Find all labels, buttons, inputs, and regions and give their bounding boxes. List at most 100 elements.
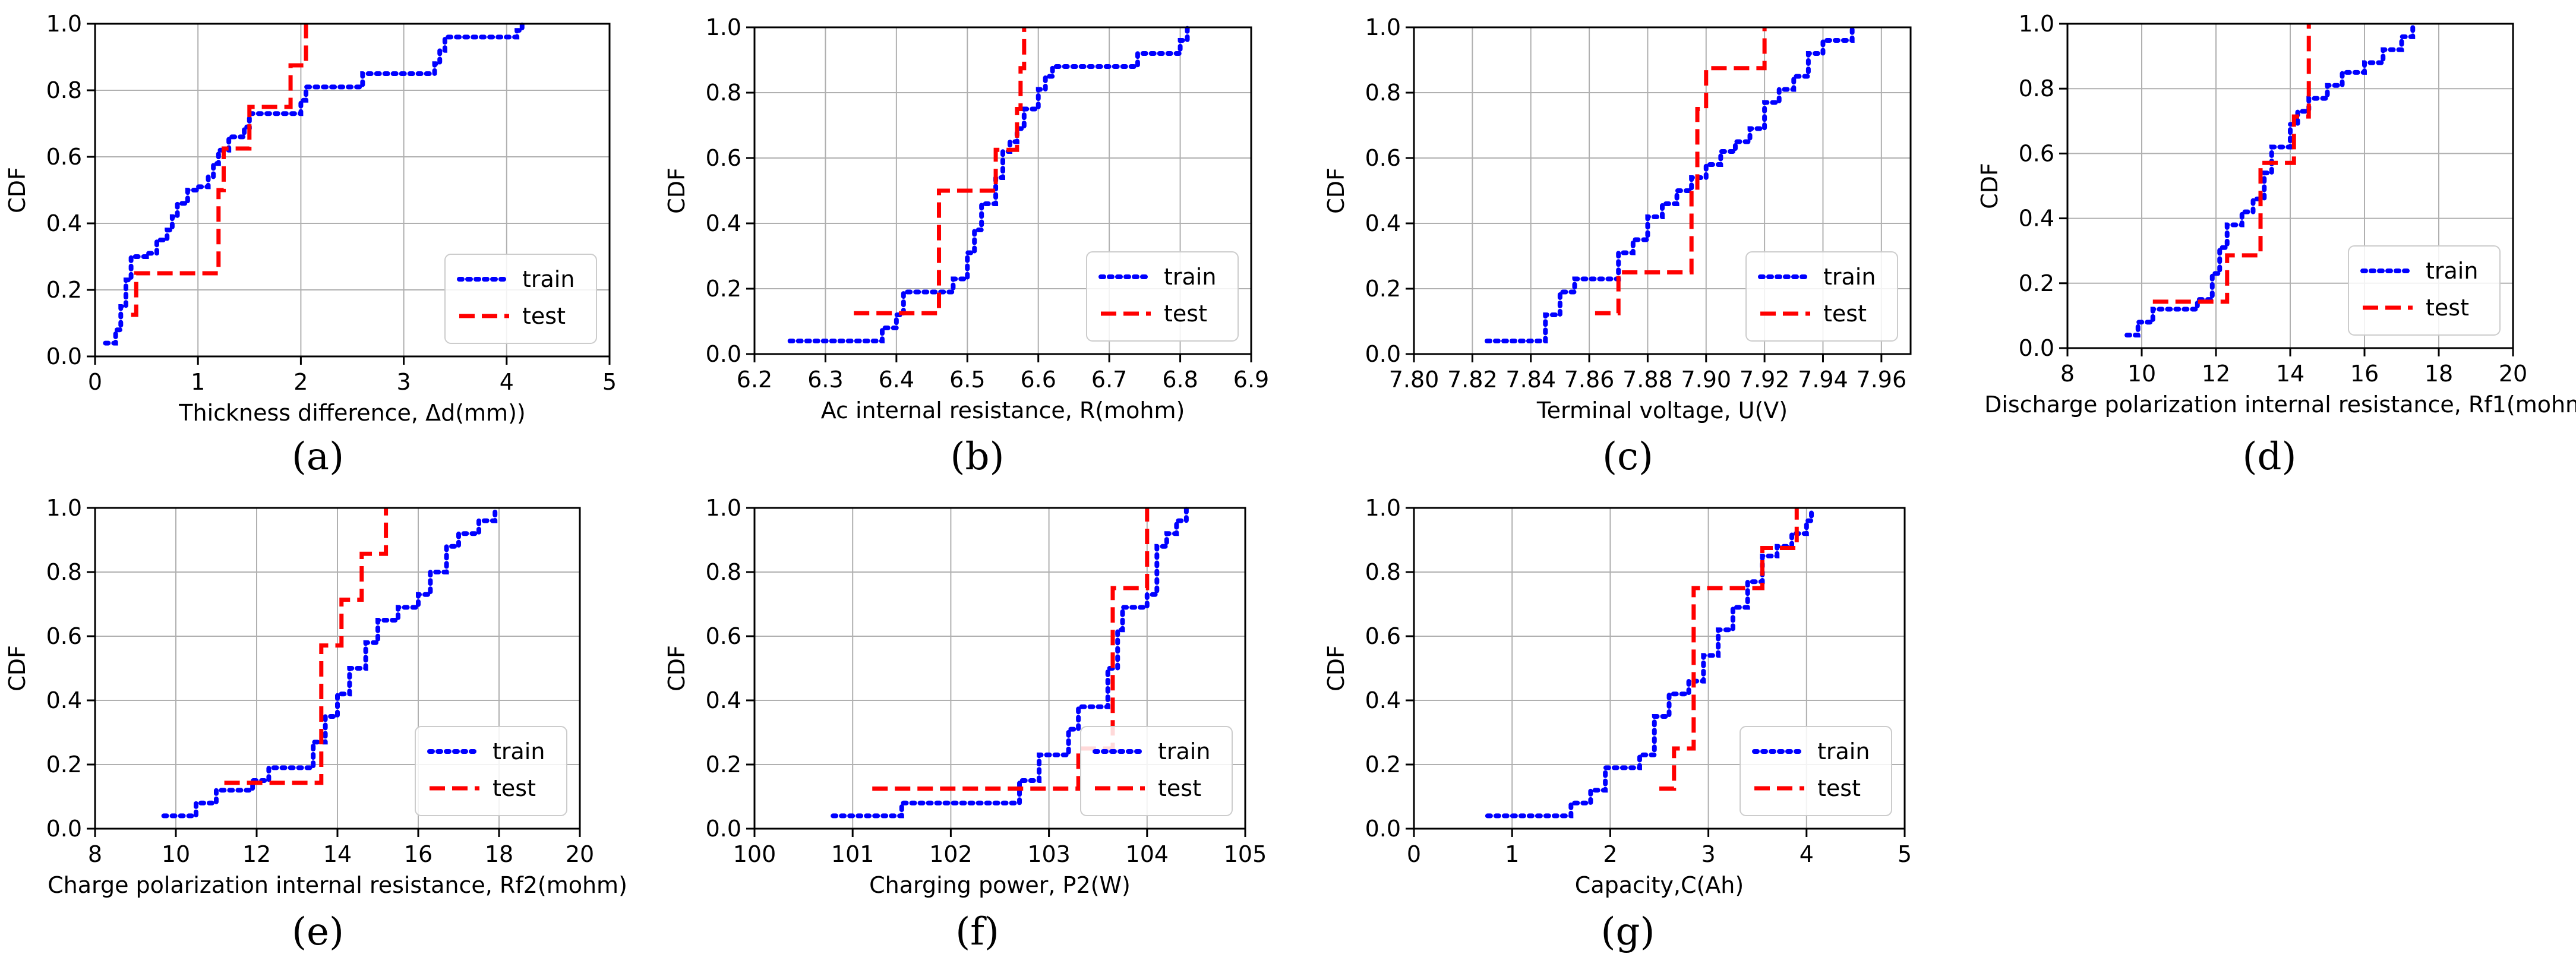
y-tick-label: 1.0 [1365, 14, 1401, 40]
series-test-line [1595, 27, 1767, 315]
x-axis-label: Terminal voltage, U(V) [1536, 397, 1788, 424]
x-tick-label: 6.6 [1020, 367, 1056, 393]
legend-label-test: test [522, 303, 566, 329]
legend: train test [415, 726, 567, 816]
legend-label-test: test [1817, 775, 1861, 801]
legend-label-train: train [1817, 738, 1870, 765]
y-tick-label: 0.6 [46, 144, 82, 170]
y-tick-label: 0.8 [46, 77, 82, 103]
y-axis-label: CDF [1323, 168, 1349, 214]
legend-label-train: train [2426, 258, 2478, 284]
y-tick-label: 0.0 [706, 816, 741, 842]
x-tick-label: 7.80 [1389, 367, 1439, 393]
x-tick-label: 1 [1505, 841, 1519, 867]
legend-box [1080, 726, 1233, 816]
panel-label: (a) [292, 435, 344, 479]
y-axis-label: CDF [664, 645, 690, 691]
y-axis-label: CDF [1977, 163, 2003, 209]
x-tick-label: 7.96 [1857, 367, 1907, 393]
x-tick-label: 2 [1603, 841, 1617, 867]
y-tick-label: 0.0 [46, 343, 82, 369]
series-test-line [224, 508, 389, 785]
x-tick-label: 105 [1224, 841, 1267, 867]
panel-label: (d) [2243, 435, 2297, 479]
y-tick-label: 0.0 [2019, 335, 2054, 361]
legend: train test [2348, 245, 2501, 336]
y-tick-label: 0.4 [46, 210, 82, 236]
y-tick-label: 0.2 [1365, 276, 1401, 302]
x-tick-label: 6.2 [737, 367, 772, 393]
y-tick-label: 0.6 [46, 623, 82, 649]
legend-label-test: test [1158, 775, 1201, 801]
legend-box [1086, 251, 1239, 342]
x-tick-label: 20 [566, 841, 594, 867]
x-tick-label: 6.4 [879, 367, 914, 393]
x-tick-label: 12 [242, 841, 271, 867]
x-tick-label: 5 [602, 369, 617, 395]
y-axis-label: CDF [664, 168, 690, 214]
x-tick-label: 12 [2202, 361, 2230, 387]
legend-label-test: test [493, 775, 536, 801]
x-tick-label: 20 [2499, 361, 2527, 387]
axes-frame [1413, 26, 1912, 355]
y-tick-label: 1.0 [706, 14, 741, 40]
y-tick-label: 0.0 [706, 341, 741, 367]
legend-box [444, 254, 597, 344]
x-tick-label: 1 [191, 369, 205, 395]
legend: train test [444, 254, 597, 344]
x-axis-label: Charge polarization internal resistance,… [48, 872, 627, 898]
legend: train test [1745, 251, 1898, 342]
y-tick-label: 0.8 [2019, 75, 2054, 102]
y-tick-label: 0.0 [46, 816, 82, 842]
y-tick-label: 1.0 [706, 495, 741, 521]
legend-box [1740, 726, 1892, 816]
x-tick-label: 7.94 [1798, 367, 1848, 393]
x-tick-label: 6.3 [807, 367, 843, 393]
legend-label-train: train [522, 266, 574, 292]
y-tick-label: 0.8 [706, 559, 741, 585]
x-tick-label: 7.86 [1564, 367, 1615, 393]
y-axis-label: CDF [4, 167, 30, 213]
x-axis-label: Ac internal resistance, R(mohm) [821, 397, 1185, 424]
legend: train test [1740, 726, 1892, 816]
y-tick-label: 0.6 [1365, 145, 1401, 171]
y-tick-label: 0.2 [46, 751, 82, 778]
y-tick-label: 0.4 [706, 210, 741, 236]
x-tick-label: 3 [1701, 841, 1716, 867]
y-tick-label: 0.8 [46, 559, 82, 585]
x-axis-label: Thickness difference, Δd(mm)) [178, 400, 525, 426]
x-tick-label: 104 [1126, 841, 1169, 867]
series-test-line [2152, 24, 2311, 304]
legend-label-test: test [1823, 301, 1867, 327]
y-tick-label: 0.4 [1365, 687, 1401, 713]
y-axis-label: CDF [1323, 645, 1349, 691]
chart-panel-4: 8 10 12 14 16 18 20 0.0 0.2 0.4 0.6 0.8 1.0 Discharge… [1977, 11, 2576, 479]
y-tick-label: 0.8 [706, 80, 741, 106]
y-tick-label: 0.4 [1365, 210, 1401, 236]
axes-frame [753, 507, 1246, 830]
series-test-line [854, 27, 1027, 315]
x-tick-label: 103 [1027, 841, 1071, 867]
x-tick-label: 18 [485, 841, 513, 867]
x-axis-label: Charging power, P2(W) [869, 872, 1131, 898]
y-tick-label: 0.2 [1365, 751, 1401, 778]
y-tick-label: 0.2 [706, 751, 741, 778]
y-tick-label: 0.6 [2019, 140, 2054, 166]
chart-panel-7: 0 1 2 3 4 5 0.0 0.2 0.4 0.6 0.8 1.0 Capacity,C(Ah) CD… [1323, 495, 1912, 954]
chart-panel-1: 0 1 2 3 4 5 0.0 0.2 0.4 0.6 0.8 1.0 Thickness differ… [4, 11, 617, 479]
y-tick-label: 1.0 [46, 495, 82, 521]
x-axis-label: Capacity,C(Ah) [1575, 872, 1744, 898]
panel-label: (e) [292, 910, 344, 954]
x-tick-label: 7.88 [1622, 367, 1673, 393]
legend-label-train: train [493, 738, 545, 765]
x-tick-label: 4 [1800, 841, 1814, 867]
chart-panel-5: 8 10 12 14 16 18 20 0.0 0.2 0.4 0.6 0.8 1.0 Charge po… [4, 495, 627, 954]
series-train-line [787, 25, 1190, 343]
x-tick-label: 4 [500, 369, 514, 395]
chart-panel-2: 6.2 6.3 6.4 6.5 6.6 6.7 6.8 6.9 0.0 0.2 0.4 0.6 0.8 1… [664, 14, 1269, 479]
legend-box [2348, 245, 2501, 336]
x-tick-label: 6.7 [1091, 367, 1127, 393]
y-tick-label: 1.0 [46, 11, 82, 37]
y-tick-label: 1.0 [1365, 495, 1401, 521]
